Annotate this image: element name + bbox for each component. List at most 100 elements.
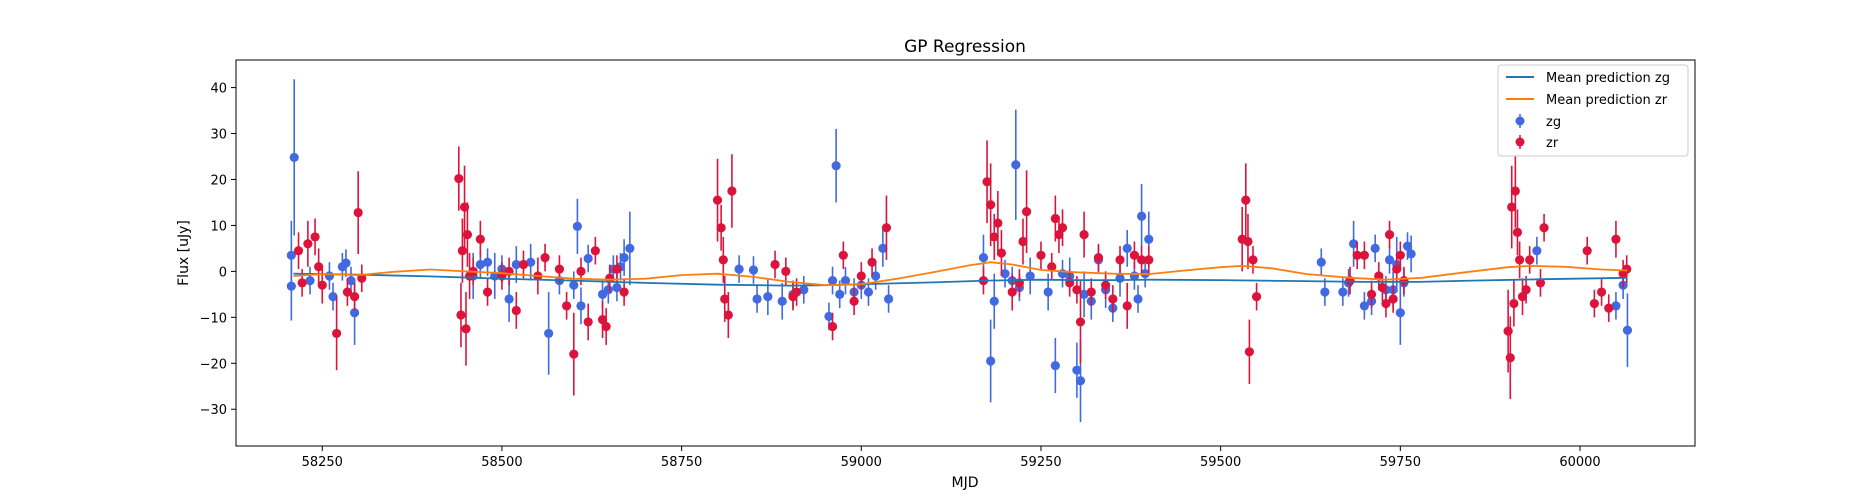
point-zg <box>1370 243 1380 254</box>
point-zr <box>1007 287 1017 297</box>
point-zr <box>792 287 802 297</box>
point-zr <box>583 317 593 327</box>
x-tick-label: 58500 <box>481 455 522 470</box>
point-zr <box>297 278 307 288</box>
point-zg <box>576 301 586 311</box>
point-zr <box>727 186 737 196</box>
legend-label-zr-mean: Mean prediction zr <box>1546 93 1668 108</box>
point-zr <box>1075 317 1086 327</box>
point-zr <box>332 328 342 339</box>
point-zr <box>781 266 791 276</box>
point-zg <box>349 308 360 318</box>
point-zg <box>1000 269 1010 279</box>
point-zg <box>835 289 845 299</box>
point-zr <box>1374 271 1384 281</box>
point-zr <box>1352 250 1362 260</box>
point-zg <box>1025 271 1035 281</box>
point-zr <box>475 234 485 244</box>
y-tick-label: −30 <box>200 403 227 418</box>
point-zr <box>1384 230 1395 240</box>
point-zg <box>583 253 593 264</box>
point-zg <box>1349 239 1359 249</box>
point-zr <box>461 324 471 334</box>
point-zr <box>827 321 838 332</box>
plot-area <box>286 79 1633 423</box>
point-zg <box>1320 287 1330 297</box>
point-zr <box>986 200 996 210</box>
point-zr <box>1057 223 1068 233</box>
point-zg <box>1072 365 1082 375</box>
legend-swatch-zg-marker <box>1515 116 1525 126</box>
point-zr <box>1243 236 1253 247</box>
point-zr <box>454 173 464 184</box>
point-zr <box>576 266 586 276</box>
point-zr <box>597 315 608 325</box>
point-zr <box>1079 230 1089 240</box>
point-zr <box>1021 207 1032 217</box>
point-zr <box>867 257 877 267</box>
point-zr <box>605 273 615 283</box>
point-zg <box>1011 160 1021 170</box>
point-zr <box>1018 236 1028 247</box>
point-zg <box>986 356 996 366</box>
point-zr <box>459 202 470 212</box>
point-zr <box>718 255 728 265</box>
point-zg <box>827 275 838 286</box>
point-zr <box>1381 298 1391 309</box>
point-zg <box>289 152 299 163</box>
point-zg <box>799 285 809 295</box>
x-tick-label: 60000 <box>1559 455 1600 470</box>
point-zr <box>1395 250 1405 260</box>
point-zg <box>544 328 554 339</box>
point-zr <box>1115 255 1125 265</box>
point-zg <box>863 287 874 297</box>
point-zr <box>1047 262 1057 272</box>
point-zg <box>1406 249 1416 259</box>
point-zg <box>1043 287 1053 297</box>
point-zg <box>569 280 579 290</box>
point-zr <box>1539 223 1549 233</box>
point-zr <box>1144 255 1154 265</box>
series-zg <box>286 79 1633 423</box>
point-zr <box>1359 250 1369 260</box>
point-zr <box>1050 213 1060 224</box>
point-zr <box>996 248 1007 258</box>
y-tick-label: −20 <box>200 357 227 372</box>
point-zr <box>1251 292 1262 302</box>
chart-title: GP Regression <box>904 37 1026 57</box>
point-zg <box>989 296 999 306</box>
point-zg <box>1395 308 1405 318</box>
point-zr <box>1399 275 1409 286</box>
point-zg <box>883 294 894 304</box>
point-zg <box>1075 376 1086 386</box>
point-zr <box>989 232 999 242</box>
point-zg <box>1122 243 1132 254</box>
point-zg <box>328 292 338 302</box>
point-zg <box>1359 301 1369 311</box>
y-axis-label: Flux [uJy] <box>176 220 192 286</box>
point-zr <box>1507 202 1517 212</box>
point-zg <box>831 161 841 171</box>
point-zr <box>723 310 733 320</box>
x-axis: 58250 58500 58750 59000 59250 59500 59750 60000 <box>302 446 1601 470</box>
series-zr <box>293 140 1632 400</box>
point-zr <box>456 310 466 320</box>
point-zr <box>511 305 521 316</box>
point-zr <box>462 230 473 240</box>
legend-swatch-zr-marker <box>1515 137 1525 147</box>
point-zg <box>878 243 888 254</box>
point-zg <box>1402 241 1413 251</box>
point-zg <box>625 243 635 254</box>
point-zg <box>1133 294 1143 304</box>
point-zg <box>734 264 744 274</box>
point-zr <box>619 287 629 297</box>
point-zr <box>1510 186 1520 196</box>
x-tick-label: 58250 <box>302 455 343 470</box>
point-zr <box>601 321 611 332</box>
point-zr <box>293 246 304 256</box>
point-zg <box>612 282 622 293</box>
point-zr <box>1503 326 1513 336</box>
point-zg <box>748 265 759 275</box>
y-tick-label: 30 <box>210 128 227 143</box>
